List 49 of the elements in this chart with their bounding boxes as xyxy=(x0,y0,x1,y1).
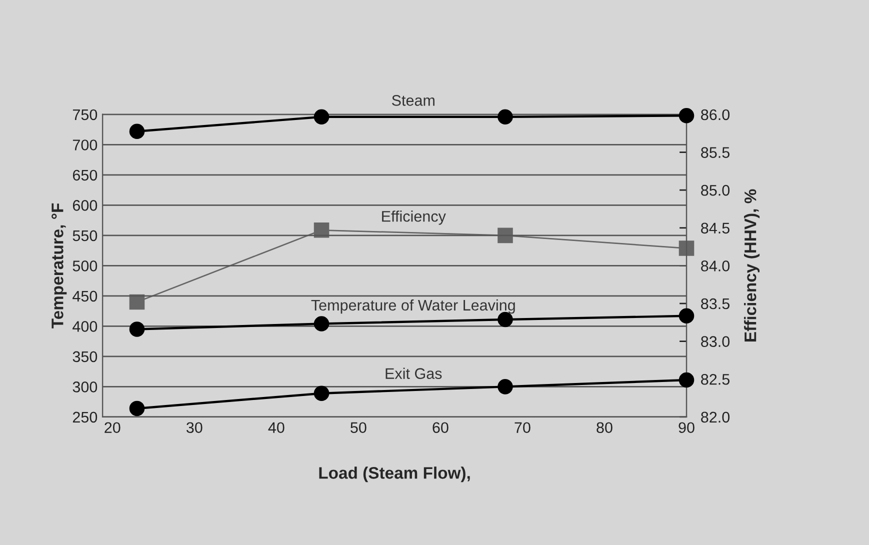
point xyxy=(678,308,694,324)
y-tick-label: 600 xyxy=(72,200,98,211)
y2-tick-label: 83.5 xyxy=(701,298,730,310)
point xyxy=(498,379,513,394)
point xyxy=(498,228,513,244)
point xyxy=(129,400,145,416)
x-tick-label: 20 xyxy=(104,422,120,434)
point xyxy=(678,372,694,388)
y2-tick-label: 84.5 xyxy=(701,222,730,234)
y-tick-label: 500 xyxy=(72,260,98,272)
point xyxy=(678,240,694,256)
point xyxy=(498,109,513,125)
y2-tick-label: 85.0 xyxy=(701,184,730,196)
x-tick-label: 80 xyxy=(596,422,612,434)
x-tick-label: 30 xyxy=(186,422,202,434)
point xyxy=(129,124,145,140)
y-tick-label: 700 xyxy=(72,140,98,150)
x-tick-label: 90 xyxy=(678,422,694,434)
series-label: Efficiency xyxy=(382,210,446,225)
y-tick-label: 350 xyxy=(72,351,98,362)
x-tick-label: 70 xyxy=(514,422,530,434)
y2-tick-label: 86.0 xyxy=(701,109,730,120)
y-axis-title: Temperature, °F xyxy=(52,203,67,328)
point xyxy=(314,222,330,238)
y2-tick-label: 85.5 xyxy=(701,147,730,158)
y2-tick-label: 82.5 xyxy=(701,374,730,385)
y-tick-label: 650 xyxy=(72,170,98,181)
y-tick-label: 450 xyxy=(72,290,98,302)
x-tick-label: 50 xyxy=(350,422,366,434)
point xyxy=(314,386,330,401)
x-tick-label: 40 xyxy=(268,422,284,434)
y-tick-label: 400 xyxy=(72,321,98,332)
series-label: Temperature of Water Leaving xyxy=(311,299,515,314)
y-tick-label: 550 xyxy=(72,230,98,242)
y-tick-label: 750 xyxy=(72,109,98,120)
point xyxy=(314,109,330,125)
point xyxy=(678,108,694,124)
x-axis-title: Load (Steam Flow), xyxy=(319,466,470,482)
y-tick-label: 250 xyxy=(72,412,98,423)
series-label: Steam xyxy=(392,95,434,106)
x-tick-label: 60 xyxy=(432,422,448,434)
y2-tick-label: 82.0 xyxy=(701,412,730,423)
point xyxy=(314,316,330,332)
y2-axis-title: Efficiency (HHV), % xyxy=(744,189,760,342)
y2-tick-label: 83.0 xyxy=(701,336,730,347)
series-label: Exit Gas xyxy=(386,368,442,379)
point xyxy=(129,322,145,337)
y-tick-label: 300 xyxy=(72,382,98,392)
y2-tick-label: 84.0 xyxy=(701,260,730,272)
